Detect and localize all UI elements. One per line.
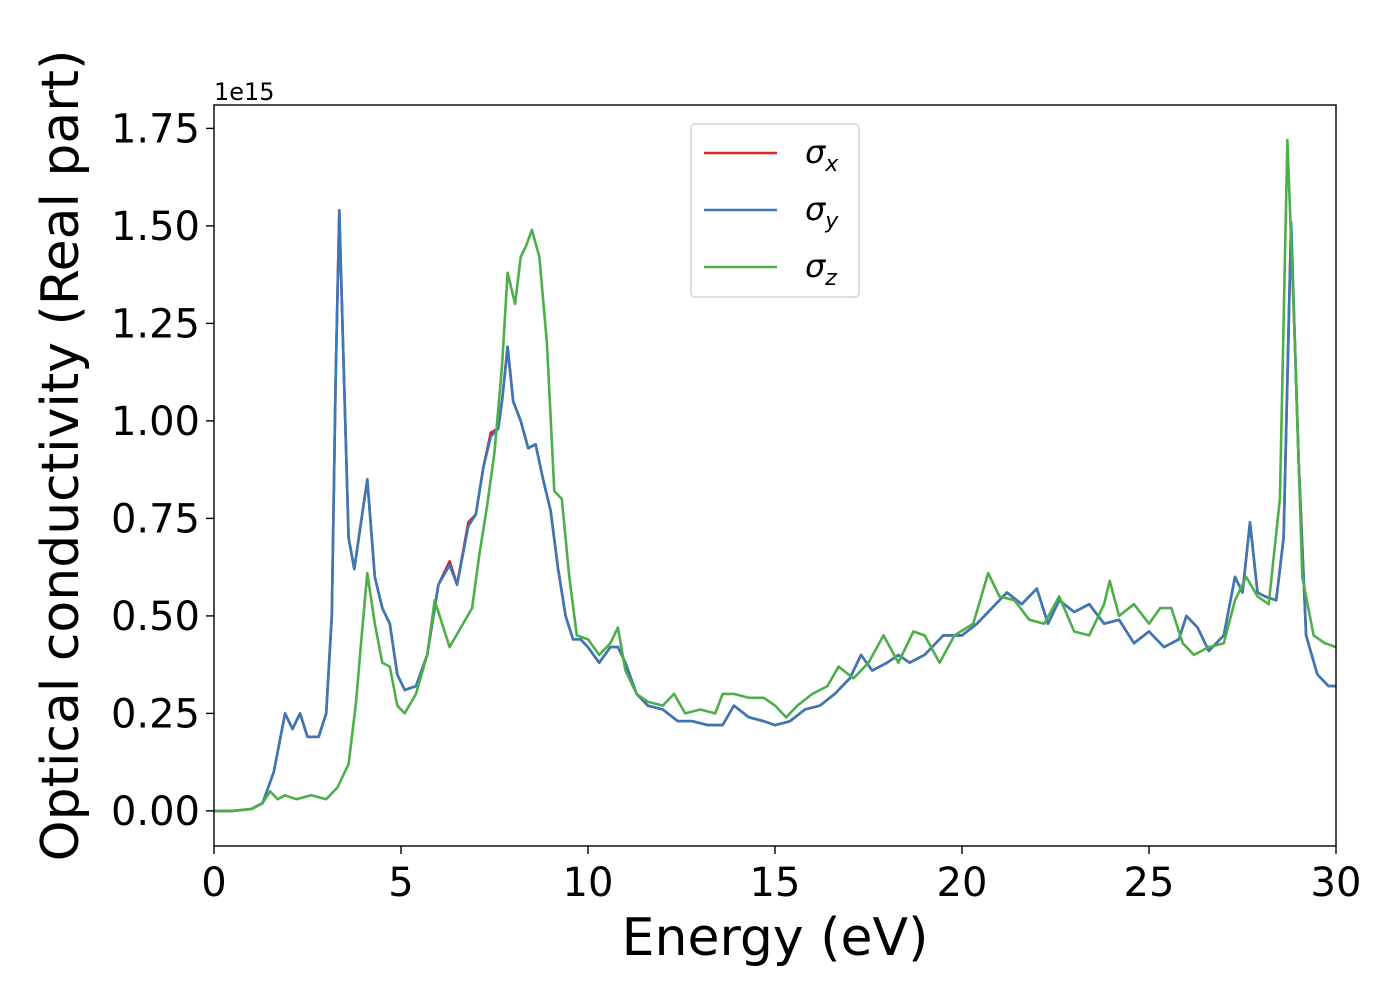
y-tick-label: 1.75 bbox=[111, 106, 200, 152]
plot-area bbox=[214, 138, 1337, 813]
series-line-x bbox=[214, 209, 1336, 813]
x-tick-label: 5 bbox=[388, 860, 413, 906]
x-tick-label: 30 bbox=[1311, 860, 1362, 906]
y-tick-label: 0.75 bbox=[111, 496, 200, 542]
x-tick-label: 0 bbox=[201, 860, 226, 906]
y-tick-label: 1.50 bbox=[111, 204, 200, 250]
y-tick-label: 1.00 bbox=[111, 399, 200, 445]
x-tick-label: 25 bbox=[1124, 860, 1175, 906]
x-tick-label: 10 bbox=[563, 860, 614, 906]
y-axis-label: Optical conductivity (Real part) bbox=[31, 50, 91, 862]
x-axis: 0 5 10 15 20 25 30 bbox=[201, 846, 1361, 906]
plot-frame bbox=[213, 104, 1337, 847]
series-line-y bbox=[214, 209, 1336, 813]
x-axis-label: Energy (eV) bbox=[622, 908, 929, 968]
y-tick-label: 0.50 bbox=[111, 594, 200, 640]
y-tick-label: 0.25 bbox=[111, 691, 200, 737]
y-tick-label: 1.25 bbox=[111, 301, 200, 347]
y-axis: 0.00 0.25 0.50 0.75 1.00 1.25 1.50 1.75 bbox=[111, 106, 214, 835]
y-tick-label: 0.00 bbox=[111, 789, 200, 835]
x-tick-label: 20 bbox=[937, 860, 988, 906]
y-offset-label: 1e15 bbox=[214, 78, 275, 106]
x-tick-label: 15 bbox=[750, 860, 801, 906]
series-line-z bbox=[214, 138, 1337, 813]
